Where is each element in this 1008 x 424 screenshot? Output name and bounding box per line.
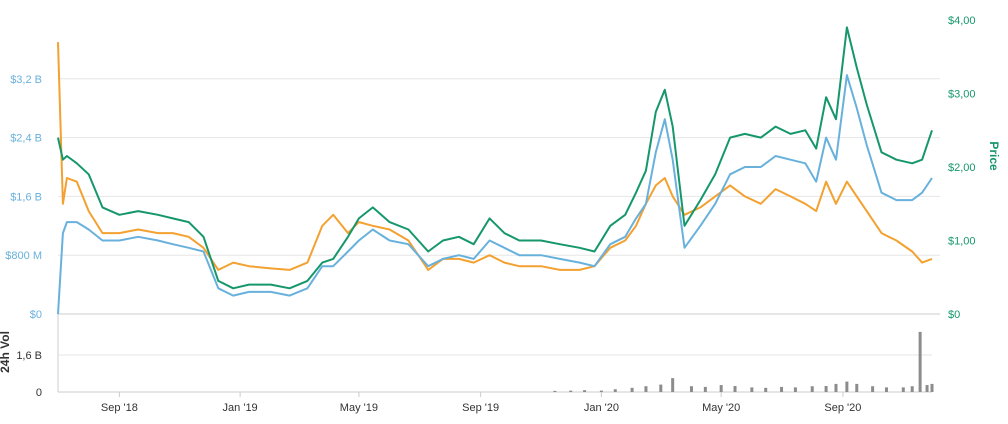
volume-bar	[930, 383, 934, 392]
volume-bar	[659, 384, 663, 392]
right-axis-title: Price	[987, 141, 1001, 171]
volume-bar	[644, 386, 648, 392]
series-lines[interactable]	[57, 26, 933, 315]
volume-bar	[855, 383, 859, 392]
right-tick-label: $2,00	[948, 162, 976, 174]
left-tick-label: $0	[30, 309, 42, 321]
grid-lines	[58, 78, 940, 315]
volume-bar	[613, 389, 617, 392]
volume-bar	[793, 387, 797, 392]
x-tick-label: Sep '18	[101, 402, 138, 414]
volume-bar	[671, 378, 675, 392]
volume-bar	[733, 385, 737, 392]
volume-24h-line[interactable]	[57, 42, 933, 271]
left-tick-label: $800 M	[5, 250, 42, 262]
volume-bar	[824, 385, 828, 392]
volume-bar	[719, 385, 723, 392]
x-tick-label: Sep '19	[462, 402, 499, 414]
right-tick-label: $1,00	[948, 236, 976, 248]
volume-bar	[780, 386, 784, 392]
x-tick-label: Jan '20	[584, 402, 619, 414]
volume-bar	[750, 387, 754, 392]
volume-bar	[910, 386, 914, 392]
volume-bar	[703, 386, 707, 392]
volume-bar	[845, 381, 849, 392]
volume-bar	[630, 387, 634, 392]
volume-bar	[901, 387, 905, 392]
x-tick-label: May '20	[702, 402, 740, 414]
right-tick-label: $0	[948, 309, 960, 321]
right-tick-label: $4,00	[948, 15, 976, 27]
volume-bar	[569, 390, 573, 392]
volume-tick-label: 1,6 B	[16, 350, 42, 362]
volume-bar	[689, 386, 693, 392]
volume-bar	[810, 386, 814, 392]
market-cap-line[interactable]	[57, 74, 933, 315]
x-tick-label: Jan '19	[223, 402, 258, 414]
left-axis-ticks: $0 $800 M $1,6 B $2,4 B $3,2 B	[5, 74, 42, 321]
right-tick-label: $3,00	[948, 89, 976, 101]
right-axis-ticks: $0 $1,00 $2,00 $3,00 $4,00	[948, 15, 976, 321]
volume-panel: 0 1,6 B	[16, 314, 934, 399]
price-line[interactable]	[57, 26, 933, 290]
volume-bar	[871, 386, 875, 392]
volume-bar	[834, 383, 838, 392]
volume-bar	[583, 390, 587, 392]
volume-bar	[884, 387, 888, 392]
left-tick-label: $3,2 B	[10, 74, 42, 86]
x-tick-label: Sep '20	[824, 402, 861, 414]
x-axis-ticks: Sep '18 Jan '19 May '19 Sep '19 Jan '20 May '…	[101, 392, 861, 414]
volume-bar	[918, 331, 922, 392]
left-tick-label: $1,6 B	[10, 191, 42, 203]
volume-bar	[599, 390, 603, 392]
volume-tick-label: 0	[36, 387, 42, 399]
left-tick-label: $2,4 B	[10, 133, 42, 145]
volume-bar	[925, 385, 929, 392]
volume-bar	[764, 387, 768, 392]
volume-bar	[553, 390, 557, 392]
volume-axis-title: 24h Vol	[0, 331, 12, 373]
x-tick-label: May '19	[340, 402, 378, 414]
